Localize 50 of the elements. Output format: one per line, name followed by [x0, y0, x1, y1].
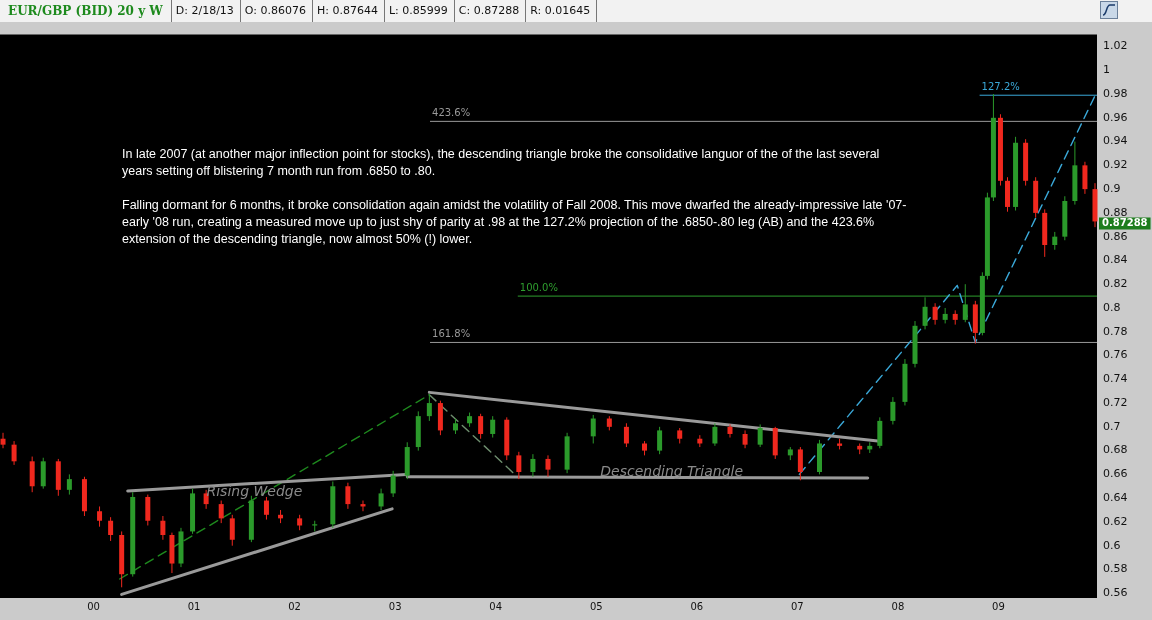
- x-tick-label: 01: [187, 600, 201, 612]
- y-tick-label: 0.62: [1103, 514, 1128, 528]
- x-tick-label: 03: [388, 600, 402, 612]
- y-tick-label: 0.76: [1103, 348, 1128, 362]
- x-tick-label: 08: [891, 600, 905, 612]
- x-tick-label: 00: [87, 600, 100, 612]
- y-tick-label: 0.88: [1103, 205, 1128, 219]
- y-tick-label: 1: [1103, 63, 1110, 77]
- text: R: 0.01645: [526, 0, 598, 22]
- annotation: 423.6%: [432, 106, 471, 118]
- text: C: 0.87288: [454, 0, 527, 22]
- x-tick-label: 05: [589, 600, 603, 612]
- y-tick-label: 0.98: [1103, 86, 1128, 100]
- y-tick-label: 0.92: [1103, 158, 1128, 172]
- chart-title: EUR/GBP (BID) 20 y W: [0, 0, 172, 22]
- annotation: Rising Wedge: [206, 482, 303, 499]
- annotation: 127.2%: [981, 80, 1020, 92]
- annotation: In late 2007 (at another major inflection point for stocks), the descending triangle broke the consolidative languor of the of the last several years setting off blistering 7 month run from .6850 to .80.: [122, 146, 881, 180]
- y-tick-label: 0.56: [1103, 586, 1128, 600]
- y-tick-label: 0.9: [1103, 181, 1121, 195]
- y-tick-label: 0.8: [1103, 300, 1121, 314]
- text: 0.87288: [1102, 217, 1148, 229]
- text: H: 0.87644: [313, 0, 385, 22]
- y-tick-label: 1.02: [1103, 39, 1128, 53]
- y-tick-label: 0.82: [1103, 277, 1128, 291]
- x-tick-label: 09: [992, 600, 1005, 612]
- y-tick-label: 0.6: [1103, 538, 1121, 552]
- y-tick-label: 0.94: [1103, 134, 1128, 148]
- x-tick-label: 04: [489, 600, 503, 612]
- y-tick-label: 0.72: [1103, 395, 1128, 409]
- y-tick-label: 0.58: [1103, 562, 1128, 576]
- annotation: 161.8%: [432, 328, 471, 340]
- text: O: 0.86076: [240, 0, 313, 22]
- y-tick-label: 0.7: [1103, 419, 1121, 433]
- y-tick-label: 0.64: [1103, 491, 1128, 505]
- y-tick-label: 0.84: [1103, 253, 1128, 267]
- x-tick-label: 06: [690, 600, 704, 612]
- x-tick-label: 07: [790, 600, 804, 612]
- y-tick-label: 0.68: [1103, 443, 1128, 457]
- annotation: Falling dormant for 6 months, it broke consolidation again amidst the volatility of Fall 2008. This move dwarfed the already-impressive late '07-early '08 run, creating a measured move up to just shy of parity at .98 at the 127.2% projection of the .6850-.80 leg (AB) and the 423.6% extension of the descending triangle, now almost 50% (!) lower.: [122, 197, 908, 248]
- x-tick-label: 02: [288, 600, 301, 612]
- annotation: 100.0%: [519, 281, 558, 293]
- y-tick-label: 0.74: [1103, 372, 1128, 386]
- text: L: 0.85999: [384, 0, 455, 22]
- y-tick-label: 0.86: [1103, 229, 1128, 243]
- y-tick-label: 0.78: [1103, 324, 1128, 338]
- annotation: Descending Triangle: [600, 462, 744, 479]
- y-tick-label: 0.96: [1103, 110, 1128, 124]
- text: D: 2/18/13: [171, 0, 241, 22]
- y-tick-label: 0.66: [1103, 467, 1128, 481]
